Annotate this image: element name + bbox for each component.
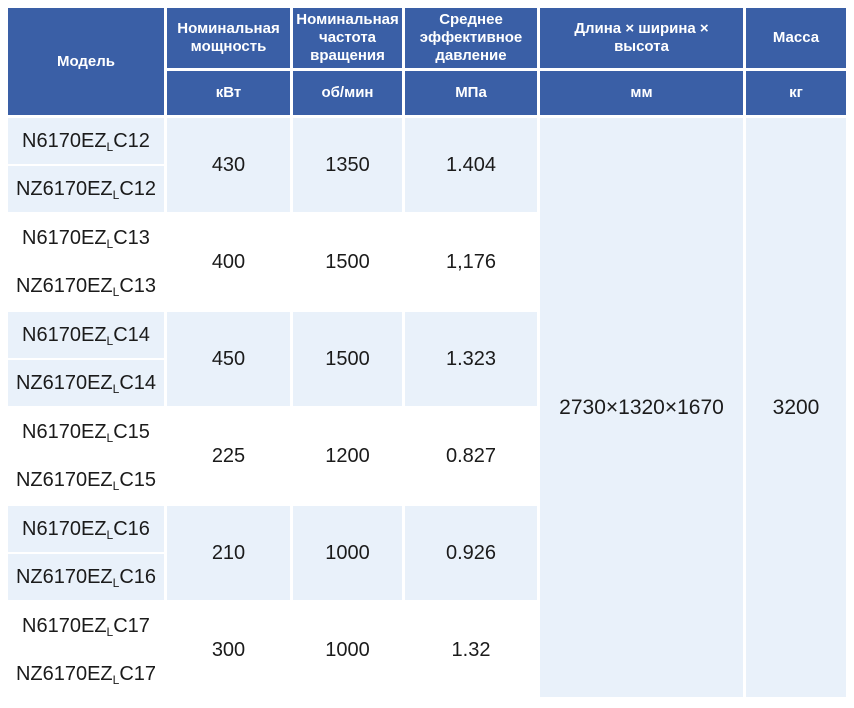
model-name: NZ6170EZ L C16 <box>8 554 164 600</box>
model-name: N6170EZ L C12 <box>8 118 164 164</box>
model-subscript: L <box>106 140 114 154</box>
model-cell-c17: N6170EZ L C17 NZ6170EZ L C17 <box>8 603 164 697</box>
model-suffix: C15 <box>119 468 157 491</box>
header-pressure: Среднее эффективное давление <box>405 8 537 68</box>
model-name: N6170EZ L C15 <box>8 409 164 455</box>
model-prefix: N6170EZ <box>22 323 107 346</box>
header-mass: Масса <box>746 8 846 68</box>
model-subscript: L <box>112 479 120 493</box>
model-subscript: L <box>106 431 114 445</box>
speed-value: 1500 <box>293 215 402 309</box>
speed-value: 1200 <box>293 409 402 503</box>
model-prefix: NZ6170EZ <box>15 565 113 588</box>
header-speed: Номинальная частота вращения <box>293 8 402 68</box>
model-suffix: C15 <box>113 420 150 443</box>
model-prefix: N6170EZ <box>22 226 107 249</box>
mass-value: 3200 <box>746 118 846 697</box>
model-suffix: C12 <box>119 177 157 200</box>
model-name: N6170EZ L C16 <box>8 506 164 552</box>
speed-value: 1000 <box>293 506 402 600</box>
unit-dimensions: мм <box>540 71 743 115</box>
model-prefix: N6170EZ <box>22 420 107 443</box>
model-prefix: NZ6170EZ <box>15 468 113 491</box>
speed-value: 1000 <box>293 603 402 697</box>
model-cell-c16: N6170EZ L C16 NZ6170EZ L C16 <box>8 506 164 600</box>
power-value: 210 <box>167 506 290 600</box>
speed-value: 1350 <box>293 118 402 212</box>
model-subscript: L <box>112 188 120 202</box>
header-power: Номинальная мощность <box>167 8 290 68</box>
power-value: 300 <box>167 603 290 697</box>
model-suffix: C14 <box>113 323 150 346</box>
power-value: 225 <box>167 409 290 503</box>
header-dimensions: Длина × ширина × высота <box>540 8 743 68</box>
model-subscript: L <box>112 382 120 396</box>
model-suffix: C12 <box>113 129 150 152</box>
model-suffix: C17 <box>119 662 157 685</box>
pressure-value: 1,176 <box>405 215 537 309</box>
model-subscript: L <box>106 334 114 348</box>
pressure-value: 0.926 <box>405 506 537 600</box>
unit-pressure: МПа <box>405 71 537 115</box>
model-prefix: N6170EZ <box>22 129 107 152</box>
model-suffix: C16 <box>119 565 157 588</box>
model-cell-c13: N6170EZ L C13 NZ6170EZ L C13 <box>8 215 164 309</box>
model-prefix: NZ6170EZ <box>15 371 113 394</box>
model-prefix: NZ6170EZ <box>15 662 113 685</box>
pressure-value: 1.404 <box>405 118 537 212</box>
model-name: N6170EZ L C17 <box>8 603 164 649</box>
model-suffix: C17 <box>113 614 150 637</box>
model-suffix: C13 <box>113 226 150 249</box>
model-subscript: L <box>106 237 114 251</box>
model-name: N6170EZ L C14 <box>8 312 164 358</box>
model-name: NZ6170EZ L C13 <box>8 263 164 309</box>
power-value: 430 <box>167 118 290 212</box>
pressure-value: 0.827 <box>405 409 537 503</box>
unit-mass: кг <box>746 71 846 115</box>
model-subscript: L <box>106 528 114 542</box>
model-subscript: L <box>112 576 120 590</box>
model-prefix: NZ6170EZ <box>15 177 113 200</box>
model-suffix: C14 <box>119 371 157 394</box>
model-name: NZ6170EZ L C12 <box>8 166 164 212</box>
model-cell-c12: N6170EZ L C12 NZ6170EZ L C12 <box>8 118 164 212</box>
header-model: Модель <box>8 8 164 115</box>
power-value: 450 <box>167 312 290 406</box>
dimensions-value: 2730×1320×1670 <box>540 118 743 697</box>
model-cell-c15: N6170EZ L C15 NZ6170EZ L C15 <box>8 409 164 503</box>
pressure-value: 1.32 <box>405 603 537 697</box>
unit-speed: об/мин <box>293 71 402 115</box>
model-subscript: L <box>112 285 120 299</box>
model-subscript: L <box>112 673 120 687</box>
model-subscript: L <box>106 625 114 639</box>
model-prefix: N6170EZ <box>22 517 107 540</box>
speed-value: 1500 <box>293 312 402 406</box>
engine-spec-table: Модель Номинальная мощность Номинальная … <box>8 8 846 697</box>
model-name: NZ6170EZ L C15 <box>8 457 164 503</box>
model-cell-c14: N6170EZ L C14 NZ6170EZ L C14 <box>8 312 164 406</box>
power-value: 400 <box>167 215 290 309</box>
model-name: N6170EZ L C13 <box>8 215 164 261</box>
pressure-value: 1.323 <box>405 312 537 406</box>
model-name: NZ6170EZ L C14 <box>8 360 164 406</box>
unit-power: кВт <box>167 71 290 115</box>
model-name: NZ6170EZ L C17 <box>8 651 164 697</box>
model-suffix: C13 <box>119 274 157 297</box>
model-suffix: C16 <box>113 517 150 540</box>
model-prefix: N6170EZ <box>22 614 107 637</box>
model-prefix: NZ6170EZ <box>15 274 113 297</box>
